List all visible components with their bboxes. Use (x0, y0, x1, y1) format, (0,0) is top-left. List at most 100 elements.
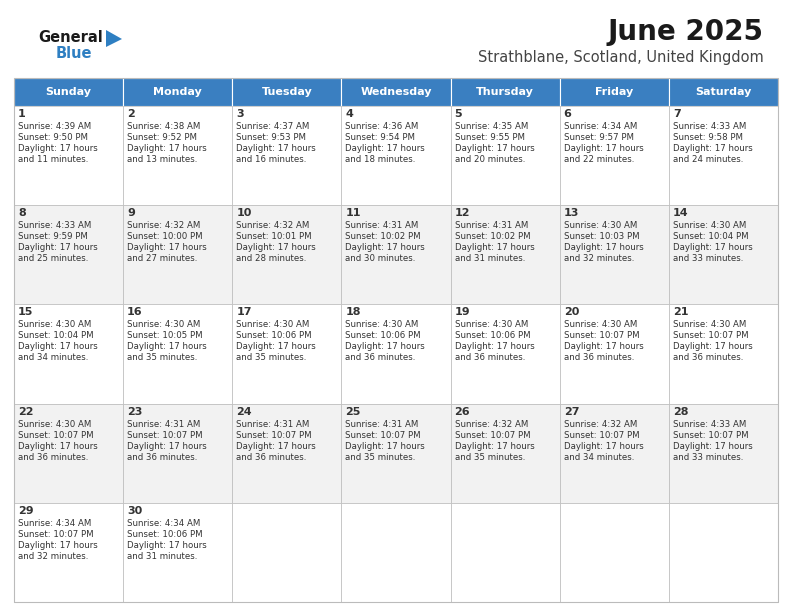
Text: Sunrise: 4:30 AM: Sunrise: 4:30 AM (128, 321, 200, 329)
Text: Daylight: 17 hours: Daylight: 17 hours (564, 144, 643, 153)
Text: 28: 28 (673, 406, 688, 417)
Bar (451, 78, 560, 106)
Text: June 2025: June 2025 (608, 18, 764, 46)
Text: Strathblane, Scotland, United Kingdom: Strathblane, Scotland, United Kingdom (478, 50, 764, 65)
Text: Sunday: Sunday (46, 87, 92, 97)
Text: and 32 minutes.: and 32 minutes. (18, 552, 89, 561)
Bar (14, 78, 123, 106)
Text: Daylight: 17 hours: Daylight: 17 hours (18, 541, 97, 550)
Text: Sunset: 9:55 PM: Sunset: 9:55 PM (455, 133, 524, 142)
Text: 6: 6 (564, 109, 572, 119)
Text: 13: 13 (564, 208, 579, 218)
Text: and 30 minutes.: and 30 minutes. (345, 254, 416, 263)
Text: Sunset: 10:07 PM: Sunset: 10:07 PM (673, 431, 748, 439)
Text: Sunrise: 4:35 AM: Sunrise: 4:35 AM (455, 122, 528, 131)
Bar (14, 106, 123, 205)
Bar (341, 205, 451, 304)
Text: 3: 3 (236, 109, 244, 119)
Text: General: General (38, 30, 103, 45)
Text: Daylight: 17 hours: Daylight: 17 hours (128, 342, 207, 351)
Bar (232, 78, 341, 106)
Text: Daylight: 17 hours: Daylight: 17 hours (564, 342, 643, 351)
Text: and 36 minutes.: and 36 minutes. (128, 453, 197, 461)
Text: 5: 5 (455, 109, 463, 119)
Text: 22: 22 (18, 406, 33, 417)
Text: Daylight: 17 hours: Daylight: 17 hours (673, 342, 752, 351)
Text: Sunset: 10:06 PM: Sunset: 10:06 PM (345, 332, 421, 340)
Text: and 22 minutes.: and 22 minutes. (564, 155, 634, 164)
Text: Wednesday: Wednesday (360, 87, 432, 97)
Text: and 16 minutes.: and 16 minutes. (236, 155, 307, 164)
Bar (669, 503, 778, 602)
Text: 20: 20 (564, 307, 579, 318)
Text: Sunset: 10:07 PM: Sunset: 10:07 PM (673, 332, 748, 340)
Text: and 36 minutes.: and 36 minutes. (18, 453, 89, 461)
Text: Sunrise: 4:33 AM: Sunrise: 4:33 AM (673, 420, 746, 428)
Text: Daylight: 17 hours: Daylight: 17 hours (455, 342, 535, 351)
Bar (560, 205, 669, 304)
Text: Monday: Monday (154, 87, 202, 97)
Bar (232, 403, 341, 503)
Text: 8: 8 (18, 208, 26, 218)
Bar (14, 78, 778, 602)
Text: Sunset: 10:05 PM: Sunset: 10:05 PM (128, 332, 203, 340)
Text: Sunset: 9:50 PM: Sunset: 9:50 PM (18, 133, 88, 142)
Text: 30: 30 (128, 506, 143, 516)
Text: Daylight: 17 hours: Daylight: 17 hours (236, 144, 316, 153)
Text: Friday: Friday (595, 87, 634, 97)
Bar (451, 205, 560, 304)
Bar (341, 78, 451, 106)
Text: 27: 27 (564, 406, 579, 417)
Text: 10: 10 (236, 208, 252, 218)
Bar (451, 403, 560, 503)
Bar (341, 403, 451, 503)
Text: 26: 26 (455, 406, 470, 417)
Text: Sunset: 9:53 PM: Sunset: 9:53 PM (236, 133, 307, 142)
Text: Sunrise: 4:33 AM: Sunrise: 4:33 AM (18, 221, 91, 230)
Bar (123, 403, 232, 503)
Text: Sunset: 10:07 PM: Sunset: 10:07 PM (18, 530, 93, 539)
Text: 15: 15 (18, 307, 33, 318)
Text: 9: 9 (128, 208, 135, 218)
Text: and 35 minutes.: and 35 minutes. (236, 353, 307, 362)
Text: 18: 18 (345, 307, 361, 318)
Text: 25: 25 (345, 406, 361, 417)
Bar (560, 304, 669, 403)
Text: Sunset: 10:07 PM: Sunset: 10:07 PM (564, 332, 639, 340)
Text: Daylight: 17 hours: Daylight: 17 hours (128, 243, 207, 252)
Text: and 28 minutes.: and 28 minutes. (236, 254, 307, 263)
Bar (14, 403, 123, 503)
Text: Sunset: 9:58 PM: Sunset: 9:58 PM (673, 133, 743, 142)
Text: Sunrise: 4:30 AM: Sunrise: 4:30 AM (564, 221, 637, 230)
Text: Sunrise: 4:30 AM: Sunrise: 4:30 AM (564, 321, 637, 329)
Text: Daylight: 17 hours: Daylight: 17 hours (345, 144, 425, 153)
Text: 12: 12 (455, 208, 470, 218)
Bar (669, 78, 778, 106)
Text: Sunset: 10:06 PM: Sunset: 10:06 PM (455, 332, 530, 340)
Bar (560, 106, 669, 205)
Text: Sunset: 10:02 PM: Sunset: 10:02 PM (345, 232, 421, 241)
Bar (669, 304, 778, 403)
Bar (669, 403, 778, 503)
Bar (560, 403, 669, 503)
Text: Sunrise: 4:32 AM: Sunrise: 4:32 AM (455, 420, 528, 428)
Text: 21: 21 (673, 307, 688, 318)
Text: and 34 minutes.: and 34 minutes. (564, 453, 634, 461)
Text: and 11 minutes.: and 11 minutes. (18, 155, 89, 164)
Text: Sunrise: 4:30 AM: Sunrise: 4:30 AM (455, 321, 528, 329)
Text: Daylight: 17 hours: Daylight: 17 hours (18, 442, 97, 450)
Text: Sunset: 10:07 PM: Sunset: 10:07 PM (345, 431, 421, 439)
Bar (232, 503, 341, 602)
Text: and 36 minutes.: and 36 minutes. (345, 353, 416, 362)
Text: Daylight: 17 hours: Daylight: 17 hours (455, 243, 535, 252)
Text: Sunset: 9:57 PM: Sunset: 9:57 PM (564, 133, 634, 142)
Bar (560, 78, 669, 106)
Text: Daylight: 17 hours: Daylight: 17 hours (564, 243, 643, 252)
Text: Thursday: Thursday (476, 87, 534, 97)
Bar (669, 106, 778, 205)
Text: Daylight: 17 hours: Daylight: 17 hours (236, 243, 316, 252)
Bar (669, 205, 778, 304)
Bar (232, 205, 341, 304)
Text: Daylight: 17 hours: Daylight: 17 hours (128, 442, 207, 450)
Text: 2: 2 (128, 109, 135, 119)
